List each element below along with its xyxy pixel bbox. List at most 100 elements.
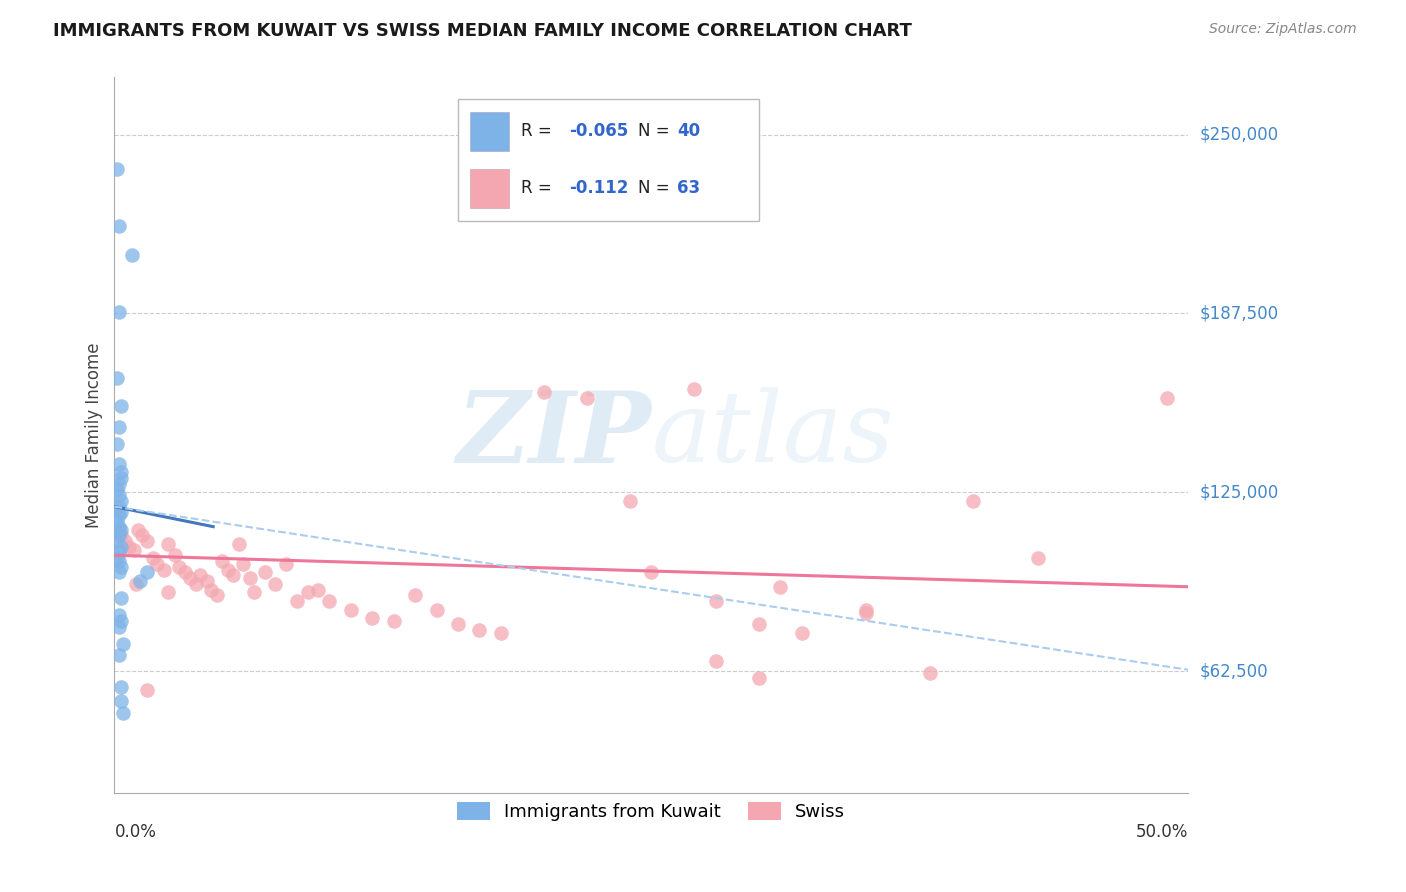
- Point: [107, 476, 129, 491]
- Text: IMMIGRANTS FROM KUWAIT VS SWISS MEDIAN FAMILY INCOME CORRELATION CHART: IMMIGRANTS FROM KUWAIT VS SWISS MEDIAN F…: [53, 22, 912, 40]
- Point: [855, 606, 877, 620]
- Point: [105, 161, 128, 176]
- Point: [575, 391, 598, 405]
- Point: [153, 563, 176, 577]
- Point: [221, 568, 243, 582]
- Point: [107, 305, 129, 319]
- Text: Source: ZipAtlas.com: Source: ZipAtlas.com: [1209, 22, 1357, 37]
- Text: $62,500: $62,500: [1199, 662, 1268, 681]
- Legend: Immigrants from Kuwait, Swiss: Immigrants from Kuwait, Swiss: [449, 793, 855, 830]
- Point: [105, 483, 128, 497]
- Point: [142, 551, 165, 566]
- Text: $125,000: $125,000: [1199, 483, 1278, 501]
- Point: [447, 616, 470, 631]
- Point: [107, 620, 129, 634]
- Text: atlas: atlas: [651, 387, 894, 483]
- Point: [107, 523, 129, 537]
- Point: [131, 528, 153, 542]
- Point: [207, 588, 229, 602]
- Point: [135, 682, 157, 697]
- Point: [110, 465, 132, 479]
- Point: [146, 557, 169, 571]
- Point: [111, 706, 134, 720]
- Point: [404, 588, 426, 602]
- Point: [107, 566, 129, 580]
- Text: ZIP: ZIP: [457, 387, 651, 483]
- Point: [276, 557, 298, 571]
- Point: [135, 533, 157, 548]
- Point: [105, 551, 128, 566]
- Point: [361, 611, 384, 625]
- Point: [111, 637, 134, 651]
- Point: [318, 594, 340, 608]
- Point: [489, 625, 512, 640]
- Point: [748, 616, 770, 631]
- Y-axis label: Median Family Income: Median Family Income: [86, 343, 103, 528]
- Point: [239, 571, 262, 585]
- Point: [107, 519, 129, 533]
- Point: [135, 566, 157, 580]
- Point: [110, 540, 132, 554]
- Point: [188, 568, 211, 582]
- Point: [125, 577, 148, 591]
- Point: [105, 436, 128, 450]
- Point: [157, 585, 180, 599]
- Point: [1156, 391, 1178, 405]
- Point: [107, 554, 129, 568]
- Point: [110, 523, 132, 537]
- Point: [110, 694, 132, 708]
- Text: 0.0%: 0.0%: [114, 823, 156, 841]
- Point: [107, 488, 129, 502]
- Point: [253, 566, 276, 580]
- Point: [107, 648, 129, 663]
- Point: [211, 554, 233, 568]
- Point: [110, 559, 132, 574]
- Point: [163, 549, 186, 563]
- Point: [174, 566, 197, 580]
- Point: [683, 382, 706, 396]
- Point: [121, 248, 143, 262]
- Point: [195, 574, 218, 588]
- Point: [105, 514, 128, 528]
- Point: [110, 680, 132, 694]
- Point: [382, 614, 405, 628]
- Point: [619, 494, 641, 508]
- Point: [110, 400, 132, 414]
- Point: [110, 591, 132, 606]
- Point: [110, 528, 132, 542]
- Point: [217, 563, 239, 577]
- Text: $187,500: $187,500: [1199, 304, 1278, 323]
- Point: [920, 665, 942, 680]
- Point: [297, 585, 319, 599]
- Point: [110, 471, 132, 485]
- Point: [748, 671, 770, 685]
- Point: [107, 608, 129, 623]
- Point: [307, 582, 329, 597]
- Point: [704, 654, 727, 668]
- Point: [339, 602, 361, 616]
- Point: [855, 602, 877, 616]
- Point: [200, 582, 222, 597]
- Point: [962, 494, 984, 508]
- Point: [468, 623, 491, 637]
- Point: [264, 577, 287, 591]
- Point: [232, 557, 254, 571]
- Point: [122, 542, 145, 557]
- Point: [157, 537, 180, 551]
- Point: [167, 559, 190, 574]
- Point: [425, 602, 447, 616]
- Point: [179, 571, 201, 585]
- Point: [118, 540, 141, 554]
- Point: [243, 585, 266, 599]
- Point: [184, 577, 207, 591]
- Point: [228, 537, 250, 551]
- Point: [533, 385, 555, 400]
- Point: [1026, 551, 1049, 566]
- Point: [114, 533, 136, 548]
- Point: [110, 505, 132, 519]
- Point: [704, 594, 727, 608]
- Point: [107, 219, 129, 234]
- Point: [769, 580, 792, 594]
- Point: [129, 574, 152, 588]
- Point: [640, 566, 662, 580]
